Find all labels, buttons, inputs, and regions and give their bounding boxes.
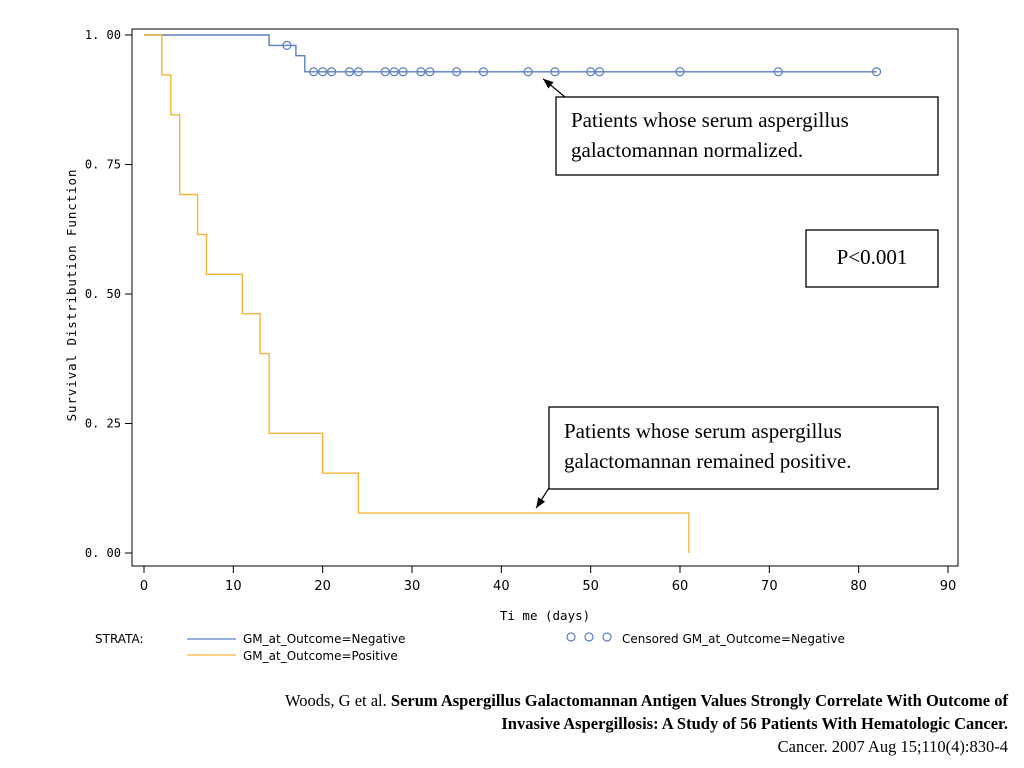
censored-marker — [586, 67, 596, 77]
legend-label-positive: GM_at_Outcome=Positive — [243, 649, 398, 663]
censored-marker — [478, 67, 489, 77]
citation-line1: Woods, G et al. Serum Aspergillus Galact… — [18, 689, 1008, 712]
legend-censor-marker — [566, 632, 576, 642]
x-tick-label: 90 — [940, 579, 957, 594]
x-tick-label: 0 — [140, 579, 148, 594]
x-tick-label: 70 — [761, 579, 778, 594]
arrow-positive — [535, 487, 550, 509]
censored-marker — [309, 67, 319, 77]
arrow-normalized — [542, 78, 566, 98]
annotation-arrows — [535, 78, 566, 509]
y-tick-label: 1. 00 — [85, 28, 121, 42]
annotation-pvalue-box — [805, 229, 939, 288]
censored-marker — [675, 67, 685, 77]
x-axis-label: Ti me (days) — [500, 608, 590, 623]
x-tick-label: 80 — [850, 579, 867, 594]
x-tick-label: 50 — [582, 579, 599, 594]
annotation-normalized-line1: Patients whose serum aspergillus — [571, 108, 849, 132]
legend-label-censored: Censored GM_at_Outcome=Negative — [622, 632, 845, 646]
citation-title-line2: Invasive Aspergillosis: A Study of 56 Pa… — [501, 714, 1008, 733]
censored-marker — [318, 67, 328, 77]
x-tick-label: 10 — [225, 579, 242, 594]
censored-marker — [389, 67, 399, 77]
x-tick-label: 20 — [314, 579, 331, 594]
y-axis-label: Survival Distribution Function — [64, 169, 79, 422]
censored-marker — [398, 67, 408, 77]
annotation-pvalue-text: P<0.001 — [837, 245, 908, 269]
citation-line2: Invasive Aspergillosis: A Study of 56 Pa… — [18, 712, 1008, 735]
annotation-normalized: Patients whose serum aspergillus galacto… — [555, 96, 939, 176]
legend: STRATA: GM_at_Outcome=Negative GM_at_Out… — [95, 632, 845, 663]
x-tick-label: 30 — [404, 579, 421, 594]
x-tick-label: 60 — [672, 579, 689, 594]
annotation-positive-box — [548, 406, 939, 490]
legend-censor-marker — [602, 632, 612, 642]
annotation-positive-line1: Patients whose serum aspergillus — [564, 419, 842, 443]
censored-marker — [523, 67, 533, 77]
citation-source: Cancer. 2007 Aug 15;110(4):830-4 — [777, 737, 1008, 756]
censored-marker — [773, 67, 783, 77]
axis-ticks: 0 10 20 30 40 50 60 70 80 90 0. 00 0. 25 0. 50 0. 75 1… — [85, 28, 956, 594]
censored-marker — [594, 67, 605, 77]
plot-frame — [131, 28, 959, 567]
censored-marker — [416, 67, 426, 77]
survival-chart: 0 10 20 30 40 50 60 70 80 90 0. 00 0. 25 0. 50 0. 75 1… — [64, 28, 959, 663]
series-line-positive — [144, 34, 690, 553]
citation-title-line1: Serum Aspergillus Galactomannan Antigen … — [390, 691, 1008, 710]
citation: Woods, G et al. Serum Aspergillus Galact… — [18, 689, 1008, 758]
censored-marker — [353, 67, 363, 77]
censored-marker — [871, 67, 882, 77]
censored-marker — [425, 67, 435, 77]
censored-marker — [550, 67, 560, 77]
censored-marker — [327, 67, 337, 77]
censored-marker — [282, 40, 292, 50]
annotation-normalized-line2: galactomannan normalized. — [571, 138, 803, 162]
legend-title: STRATA: — [95, 632, 144, 646]
censored-marker — [380, 67, 390, 77]
censored-marker — [452, 67, 462, 77]
legend-label-negative: GM_at_Outcome=Negative — [243, 632, 405, 646]
y-tick-label: 0. 75 — [85, 158, 121, 172]
annotation-positive: Patients whose serum aspergillus galacto… — [548, 406, 939, 490]
series-layer — [144, 34, 882, 553]
censored-marker — [344, 67, 355, 77]
series-line-negative — [144, 34, 877, 73]
annotation-positive-line2: galactomannan remained positive. — [564, 449, 851, 473]
y-tick-label: 0. 00 — [85, 546, 121, 560]
annotation-normalized-box — [555, 96, 939, 176]
annotation-pvalue: P<0.001 — [805, 229, 939, 288]
y-tick-label: 0. 25 — [85, 417, 121, 431]
legend-censor-marker — [584, 632, 594, 642]
y-tick-label: 0. 50 — [85, 287, 121, 301]
citation-authors: Woods, G et al. — [284, 691, 387, 710]
x-tick-label: 40 — [493, 579, 510, 594]
